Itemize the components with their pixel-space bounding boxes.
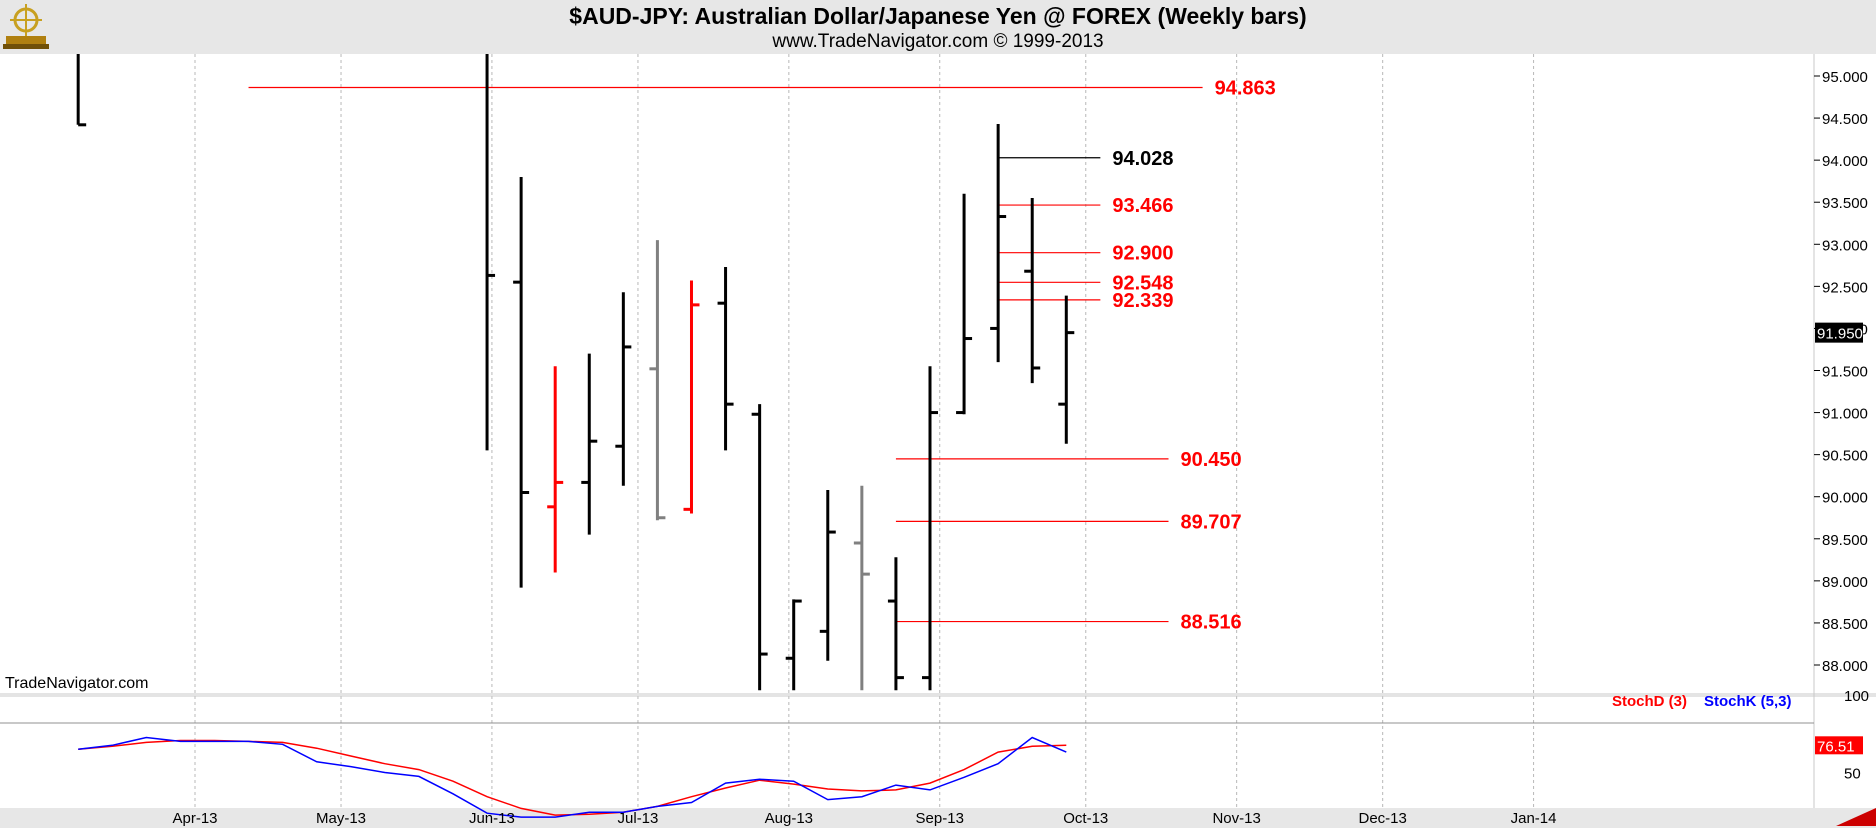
stoch-y-tick-label: 50 xyxy=(1844,766,1861,783)
y-tick-label: 95.000 xyxy=(1822,69,1868,86)
x-tick-label: Dec-13 xyxy=(1359,810,1407,827)
stoch-y-tick-label: 100 xyxy=(1844,688,1869,705)
stoch-series-line xyxy=(78,736,1067,818)
y-tick-label: 94.000 xyxy=(1822,153,1868,170)
chart-subtitle: www.TradeNavigator.com © 1999-2013 xyxy=(772,31,1104,52)
x-tick-label: May-13 xyxy=(316,810,366,827)
x-tick-label: Sep-13 xyxy=(916,810,964,827)
chart-header xyxy=(0,0,1876,54)
stoch-value-label: 76.51 xyxy=(1817,738,1855,755)
x-tick-label: Jan-14 xyxy=(1511,810,1557,827)
level-label: 93.466 xyxy=(1112,195,1173,217)
y-tick-label: 89.000 xyxy=(1822,574,1868,591)
y-tick-label: 93.500 xyxy=(1822,195,1868,212)
x-tick-label: Jul-13 xyxy=(618,810,659,827)
x-tick-label: Apr-13 xyxy=(172,810,217,827)
stoch-series-line xyxy=(78,739,1067,816)
level-label: 94.028 xyxy=(1112,148,1173,170)
trade-navigator-logo-icon xyxy=(3,4,49,49)
y-tick-label: 90.000 xyxy=(1822,490,1868,507)
level-label: 88.516 xyxy=(1181,612,1242,634)
level-label: 92.900 xyxy=(1112,243,1173,265)
y-tick-label: 92.500 xyxy=(1822,279,1868,296)
level-label: 92.339 xyxy=(1112,290,1173,312)
stoch-value-badge xyxy=(1815,736,1863,755)
y-tick-label: 88.500 xyxy=(1822,616,1868,633)
y-tick-label: 91.500 xyxy=(1822,364,1868,381)
y-tick-label: 94.500 xyxy=(1822,111,1868,128)
watermark: TradeNavigator.com xyxy=(5,675,149,692)
y-tick-label: 93.000 xyxy=(1822,237,1868,254)
chart-title: $AUD-JPY: Australian Dollar/Japanese Yen… xyxy=(569,3,1307,29)
x-tick-label: Aug-13 xyxy=(765,810,813,827)
x-axis-band xyxy=(0,808,1876,828)
stochk-legend: StochK (5,3) xyxy=(1704,693,1792,710)
x-tick-label: Oct-13 xyxy=(1063,810,1108,827)
last-price-label: 91.950 xyxy=(1817,326,1863,343)
y-tick-label: 91.000 xyxy=(1822,406,1868,423)
last-price-badge xyxy=(1815,322,1863,343)
x-tick-label: Nov-13 xyxy=(1212,810,1260,827)
ohlc-bars xyxy=(76,54,1075,691)
level-label: 94.863 xyxy=(1215,78,1276,100)
y-tick-label: 89.500 xyxy=(1822,532,1868,549)
stochd-legend: StochD (3) xyxy=(1612,693,1687,710)
y-tick-label: 90.500 xyxy=(1822,448,1868,465)
x-tick-label: Jun-13 xyxy=(469,810,515,827)
level-label: 90.450 xyxy=(1181,449,1242,471)
scroll-right-arrow-icon xyxy=(1836,808,1876,826)
level-label: 92.548 xyxy=(1112,272,1173,294)
y-tick-label: 88.000 xyxy=(1822,658,1868,675)
level-label: 89.707 xyxy=(1181,511,1242,533)
